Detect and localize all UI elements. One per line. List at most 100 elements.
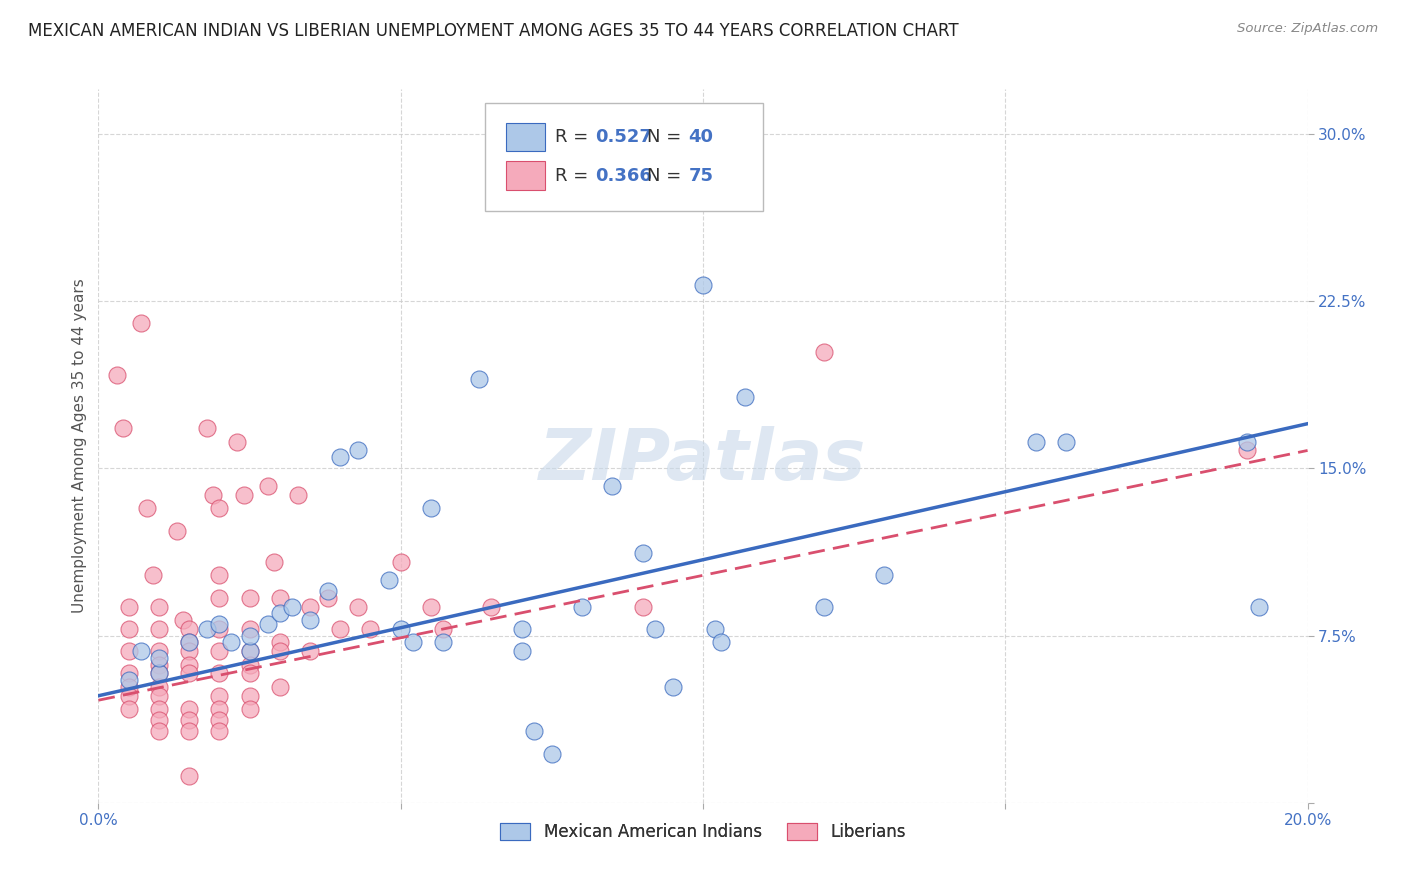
Point — [118, 644, 141, 658]
Text: N =: N = — [647, 167, 688, 185]
Point — [148, 651, 170, 665]
Point — [148, 680, 170, 694]
Point — [148, 702, 170, 716]
Point — [420, 599, 443, 614]
FancyBboxPatch shape — [506, 161, 544, 190]
Point — [299, 613, 322, 627]
Point — [208, 724, 231, 739]
Point — [148, 622, 170, 636]
Legend: Mexican American Indians, Liberians: Mexican American Indians, Liberians — [494, 816, 912, 848]
Point — [208, 501, 231, 516]
Point — [208, 702, 231, 716]
Point — [420, 501, 443, 516]
Point — [179, 724, 201, 739]
Point — [179, 769, 201, 783]
Point — [389, 622, 412, 636]
Point — [523, 724, 546, 739]
Point — [208, 644, 231, 658]
Point — [105, 368, 128, 382]
Point — [661, 680, 683, 694]
Point — [208, 714, 231, 728]
Point — [172, 613, 194, 627]
Point — [239, 689, 262, 703]
Point — [347, 443, 370, 458]
Point — [239, 657, 262, 672]
Point — [329, 622, 352, 636]
Point — [118, 622, 141, 636]
Point — [710, 635, 733, 649]
Point — [1236, 434, 1258, 449]
Point — [135, 501, 157, 516]
Text: 40: 40 — [689, 128, 713, 146]
Point — [179, 666, 201, 681]
Point — [269, 680, 291, 694]
Point — [129, 316, 152, 330]
Point — [179, 714, 201, 728]
Point — [166, 524, 188, 538]
Point — [118, 689, 141, 703]
Point — [148, 714, 170, 728]
Point — [239, 666, 262, 681]
Point — [256, 479, 278, 493]
Point — [195, 421, 218, 435]
Point — [432, 622, 454, 636]
Point — [208, 591, 231, 605]
Point — [813, 345, 835, 359]
Point — [316, 591, 339, 605]
Point — [1249, 599, 1271, 614]
Point — [239, 628, 262, 642]
Point — [239, 591, 262, 605]
Point — [148, 644, 170, 658]
Point — [432, 635, 454, 649]
Point — [316, 583, 339, 598]
Point — [148, 657, 170, 672]
Text: 0.527: 0.527 — [595, 128, 652, 146]
Text: R =: R = — [555, 167, 595, 185]
Point — [692, 278, 714, 293]
Point — [118, 702, 141, 716]
Point — [202, 488, 225, 502]
Text: MEXICAN AMERICAN INDIAN VS LIBERIAN UNEMPLOYMENT AMONG AGES 35 TO 44 YEARS CORRE: MEXICAN AMERICAN INDIAN VS LIBERIAN UNEM… — [28, 22, 959, 40]
Point — [221, 635, 243, 649]
Text: Source: ZipAtlas.com: Source: ZipAtlas.com — [1237, 22, 1378, 36]
Point — [377, 573, 399, 587]
Point — [281, 599, 304, 614]
Point — [179, 635, 201, 649]
Point — [571, 599, 593, 614]
Point — [510, 644, 533, 658]
Point — [208, 568, 231, 582]
Point — [239, 622, 262, 636]
Point — [402, 635, 425, 649]
Text: 75: 75 — [689, 167, 713, 185]
Point — [389, 555, 412, 569]
Point — [118, 666, 141, 681]
FancyBboxPatch shape — [506, 123, 544, 152]
Point — [239, 644, 262, 658]
Point — [142, 568, 165, 582]
Point — [299, 599, 322, 614]
Point — [644, 622, 666, 636]
Point — [148, 599, 170, 614]
Point — [734, 390, 756, 404]
Point — [263, 555, 285, 569]
FancyBboxPatch shape — [485, 103, 763, 211]
Point — [1024, 434, 1046, 449]
Point — [269, 591, 291, 605]
Text: R =: R = — [555, 128, 595, 146]
Y-axis label: Unemployment Among Ages 35 to 44 years: Unemployment Among Ages 35 to 44 years — [72, 278, 87, 614]
Point — [329, 450, 352, 464]
Text: 0.366: 0.366 — [595, 167, 652, 185]
Text: ZIPatlas: ZIPatlas — [540, 425, 866, 495]
Point — [118, 680, 141, 694]
Point — [148, 666, 170, 681]
Point — [631, 599, 654, 614]
Point — [111, 421, 134, 435]
Point — [256, 617, 278, 632]
Point — [179, 644, 201, 658]
Point — [239, 644, 262, 658]
Point — [692, 176, 714, 190]
Point — [813, 599, 835, 614]
Point — [208, 622, 231, 636]
Point — [118, 673, 141, 687]
Point — [148, 724, 170, 739]
